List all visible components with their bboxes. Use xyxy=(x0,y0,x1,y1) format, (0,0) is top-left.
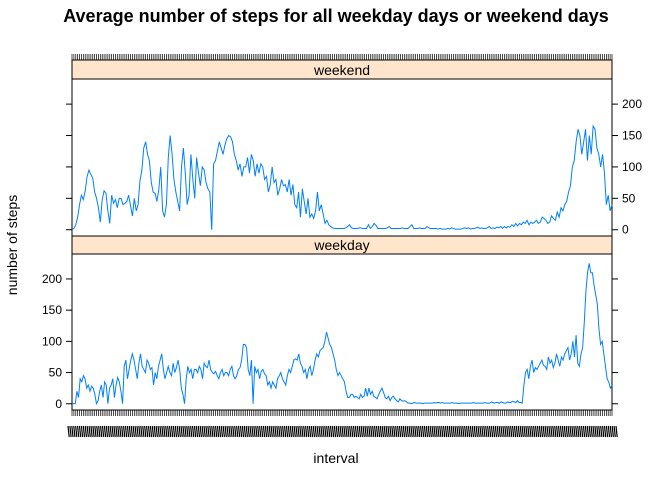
y-tick-label-weekend: 100 xyxy=(622,160,642,174)
y-tick-label-weekday: 50 xyxy=(49,366,63,380)
y-tick-label-weekend: 50 xyxy=(622,191,636,205)
x-ticks-top xyxy=(71,54,613,60)
x-ticks-bottom xyxy=(71,410,613,416)
series-line-weekend xyxy=(71,124,613,231)
y-tick-label-weekday: 200 xyxy=(42,272,62,286)
series-line-weekday xyxy=(71,263,613,406)
y-tick-label-weekend: 150 xyxy=(622,129,642,143)
y-tick-label-weekday: 100 xyxy=(42,334,62,348)
y-tick-label-weekend: 200 xyxy=(622,97,642,111)
y-tick-label-weekday: 150 xyxy=(42,303,62,317)
chart-title: Average number of steps for all weekday … xyxy=(63,6,609,26)
y-tick-label-weekend: 0 xyxy=(622,223,629,237)
y-tick-label-weekday: 0 xyxy=(55,397,62,411)
strip-label-weekend: weekend xyxy=(313,62,370,78)
x-tick-labels-overlapping xyxy=(67,425,618,438)
panel-frame-weekend xyxy=(71,78,613,237)
panel-frame-weekday xyxy=(71,253,613,411)
x-axis-label: interval xyxy=(313,450,359,466)
strip-label-weekday: weekday xyxy=(313,237,369,253)
